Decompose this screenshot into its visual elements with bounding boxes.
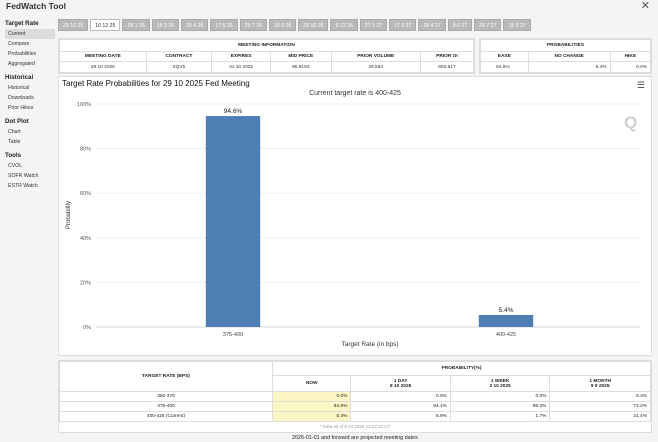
chart-menu-icon[interactable]: ☰ bbox=[637, 80, 646, 90]
sidebar-item-probabilities[interactable]: Probabilities bbox=[8, 51, 37, 57]
watermark-logo: Q bbox=[624, 113, 638, 132]
sidebar-section-historical: Historical bbox=[5, 74, 34, 81]
chart-title: Target Rate Probabilities for 29 10 2025… bbox=[62, 79, 250, 88]
probability-cell: 0.0% bbox=[271, 391, 352, 402]
app-title: FedWatch Tool bbox=[6, 1, 66, 11]
close-icon[interactable]: ✕ bbox=[640, 0, 650, 12]
history-col-period: 1 WEEK bbox=[490, 378, 510, 384]
probability-cell: 5.4% bbox=[549, 391, 651, 402]
sidebar-item-cvol[interactable]: CVOL bbox=[8, 163, 23, 169]
probability-history-panel: TARGET RATE (BPS) PROBABILITY(%) NOW 1 DA… bbox=[58, 360, 652, 433]
history-col-header: NOW bbox=[271, 375, 352, 392]
table-row: 350-375 0.0% 0.0% 0.0% 5.4% bbox=[59, 391, 651, 402]
tab-meeting-7[interactable]: 29 7 26 bbox=[239, 19, 267, 31]
meeting-info-value: 683,517 bbox=[419, 61, 475, 73]
history-col-header: 1 DAY 8 10 2025 bbox=[350, 375, 451, 392]
table-row: 375-400 94.6% 94.1% 98.3% 73.2% bbox=[59, 401, 651, 412]
tab-meeting-3[interactable]: 28 1 26 bbox=[122, 19, 150, 31]
tab-meeting-4[interactable]: 18 3 26 bbox=[151, 19, 180, 31]
meeting-info-col-header: PRIOR VOLUME bbox=[330, 51, 421, 62]
meeting-info-col-header: CONTRACT bbox=[145, 51, 213, 62]
target-rate-cell: 350-375 bbox=[59, 391, 273, 402]
meeting-info-title: MEETING INFORMATION bbox=[59, 39, 474, 52]
probabilities-value: 5.4% bbox=[527, 61, 611, 73]
probability-cell: 94.1% bbox=[350, 401, 451, 412]
sidebar-item-chart[interactable]: Chart bbox=[8, 129, 21, 135]
meeting-info-value: 31 10 2025 bbox=[211, 61, 271, 73]
sidebar-section-dot-plot: Dot Plot bbox=[5, 118, 29, 125]
sidebar-item-estr-watch[interactable]: ESTR Watch bbox=[8, 183, 38, 189]
probabilities-value: 94.6% bbox=[480, 61, 529, 73]
probability-cell: 98.3% bbox=[449, 401, 551, 412]
probability-cell: 0.0% bbox=[350, 391, 451, 402]
probability-cell: 94.6% bbox=[271, 401, 352, 412]
tab-meeting-5[interactable]: 29 4 26 bbox=[181, 19, 209, 31]
tab-meeting-16[interactable]: 15 9 27 bbox=[503, 19, 531, 31]
meeting-info-panel: MEETING INFORMATION MEETING DATE CONTRACT… bbox=[58, 38, 475, 74]
tab-meeting-8[interactable]: 16 9 26 bbox=[268, 19, 297, 31]
sidebar-item-aggregated[interactable]: Aggregated bbox=[8, 61, 35, 67]
history-col-period: NOW bbox=[305, 381, 318, 386]
meeting-info-col-header: EXPIRES bbox=[211, 51, 271, 62]
target-rate-cell: 375-400 bbox=[59, 401, 273, 412]
sidebar-item-downloads[interactable]: Downloads bbox=[8, 95, 34, 101]
chart-panel bbox=[58, 76, 652, 356]
sidebar-item-current[interactable]: Current bbox=[5, 29, 55, 39]
meeting-info-value: 95.9163 bbox=[269, 61, 332, 73]
probabilities-title: PROBABILITIES bbox=[480, 39, 651, 52]
sidebar-item-prior-hikes[interactable]: Prior Hikes bbox=[8, 105, 34, 111]
history-col-date: 8 10 2025 bbox=[389, 383, 412, 389]
probability-cell: 21.4% bbox=[549, 411, 651, 422]
sidebar-item-sofr-watch[interactable]: SOFR Watch bbox=[8, 173, 39, 179]
projected-dates-footnote: 2026-01-01 and forward are projected mee… bbox=[292, 435, 418, 441]
history-col-period: 1 MONTH bbox=[589, 378, 611, 384]
probabilities-panel: PROBABILITIES EASE NO CHANGE HIKE 94.6% 5.4… bbox=[479, 38, 652, 74]
probability-cell: 73.2% bbox=[549, 401, 651, 412]
meeting-info-value: ZQV5 bbox=[145, 61, 213, 73]
tab-meeting-10[interactable]: 9 12 26 bbox=[330, 19, 358, 31]
probabilities-col-header: HIKE bbox=[609, 51, 652, 62]
probability-cell: 0.0% bbox=[449, 391, 551, 402]
probability-header: PROBABILITY(%) bbox=[272, 361, 651, 376]
sidebar-item-compare[interactable]: Compare bbox=[8, 41, 30, 47]
probabilities-col-header: EASE bbox=[480, 51, 529, 62]
table-row: 400-425 (Current) 5.4% 5.9% 1.7% 21.4% bbox=[59, 411, 651, 422]
history-col-header: 1 WEEK 2 10 2025 bbox=[449, 375, 551, 392]
meeting-info-col-header: MID PRICE bbox=[269, 51, 332, 62]
probabilities-col-header: NO CHANGE bbox=[527, 51, 611, 62]
sidebar-item-historical[interactable]: Historical bbox=[8, 85, 30, 91]
probabilities-value: 0.0% bbox=[609, 61, 652, 73]
tab-meeting-15[interactable]: 28 7 27 bbox=[474, 19, 502, 31]
tab-meeting-6[interactable]: 17 6 26 bbox=[210, 19, 238, 31]
meeting-info-value: 29,563 bbox=[330, 61, 421, 73]
tab-meeting-14[interactable]: 9 6 27 bbox=[447, 19, 473, 31]
sidebar-section-target-rate: Target Rate bbox=[5, 20, 39, 27]
probability-cell: 5.9% bbox=[350, 411, 451, 422]
history-col-date: 2 10 2025 bbox=[489, 383, 511, 389]
history-col-date: 9 9 2025 bbox=[590, 383, 610, 389]
sidebar-section-tools: Tools bbox=[5, 152, 22, 159]
data-timestamp-note: * Data as of 9 10 2025 12:22:21 CT bbox=[319, 424, 391, 429]
tab-meeting-11[interactable]: 27 1 27 bbox=[359, 19, 388, 31]
meeting-tabs: 29 10 25 10 12 25 28 1 26 18 3 26 29 4 26 17 … bbox=[58, 19, 531, 32]
tab-meeting-13[interactable]: 28 4 27 bbox=[418, 19, 446, 31]
history-col-period: 1 DAY bbox=[393, 378, 408, 384]
target-rate-cell: 400-425 (Current) bbox=[59, 411, 273, 422]
tab-meeting-12[interactable]: 17 3 27 bbox=[389, 19, 417, 31]
sidebar-item-table[interactable]: Table bbox=[8, 139, 21, 145]
tab-meeting-2[interactable]: 10 12 25 bbox=[90, 19, 121, 31]
title-bar: FedWatch Tool ✕ bbox=[0, 0, 658, 14]
sidebar-nav: Target Rate Current Compare Probabilities Ag… bbox=[5, 20, 55, 191]
meeting-info-col-header: MEETING DATE bbox=[59, 51, 147, 62]
probability-cell: 5.4% bbox=[271, 411, 352, 422]
meeting-info-col-header: PRIOR OI bbox=[419, 51, 475, 62]
tab-meeting-1[interactable]: 29 10 25 bbox=[58, 19, 89, 31]
target-rate-header: TARGET RATE (BPS) bbox=[59, 361, 273, 392]
probability-cell: 1.7% bbox=[449, 411, 551, 422]
meeting-info-value: 29 10 2025 bbox=[59, 61, 147, 73]
tab-meeting-9[interactable]: 28 10 26 bbox=[298, 19, 329, 31]
history-col-header: 1 MONTH 9 9 2025 bbox=[549, 375, 651, 392]
